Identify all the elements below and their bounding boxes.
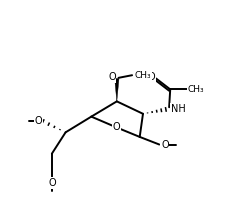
Text: O: O [147,72,155,82]
Text: NH: NH [171,104,185,114]
Text: O: O [108,72,116,82]
Text: CH₃: CH₃ [188,85,204,94]
Polygon shape [115,78,119,101]
Text: O: O [161,140,169,150]
Text: O: O [113,122,120,132]
Text: O: O [48,178,56,188]
Text: O: O [34,116,42,126]
Text: CH₃: CH₃ [134,71,151,80]
